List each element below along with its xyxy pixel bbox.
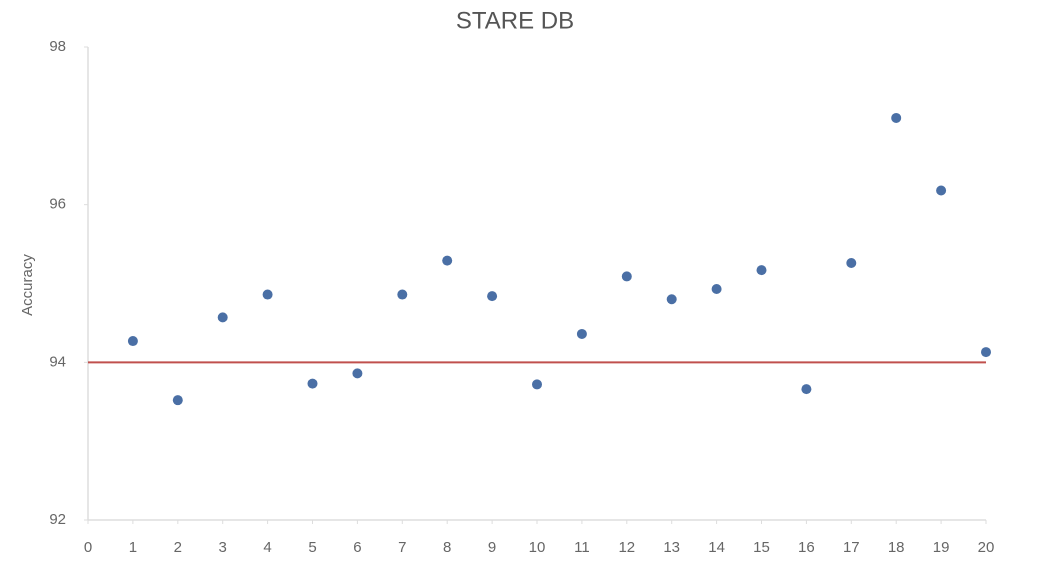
y-tick-label: 98 xyxy=(49,38,66,55)
x-tick-label: 12 xyxy=(618,539,635,556)
point xyxy=(981,347,991,358)
x-tick-label: 5 xyxy=(308,539,316,556)
point xyxy=(801,384,812,395)
point xyxy=(936,185,947,196)
point xyxy=(397,289,408,300)
x-tick-label: 20 xyxy=(978,539,995,556)
y-tick-label: 92 xyxy=(49,511,66,528)
point xyxy=(532,379,542,390)
x-tick-label: 15 xyxy=(753,539,770,556)
y-tick-label: 96 xyxy=(49,196,66,213)
y-tick-label: 94 xyxy=(49,353,66,370)
point xyxy=(307,378,318,389)
x-tick-label: 9 xyxy=(488,539,496,556)
point xyxy=(262,289,273,300)
x-tick-label: 18 xyxy=(888,539,905,556)
x-tick-label: 8 xyxy=(443,539,451,556)
x-tick-label: 13 xyxy=(663,539,680,556)
point xyxy=(127,336,138,347)
x-tick-label: 7 xyxy=(398,539,406,556)
x-tick-label: 0 xyxy=(84,539,92,556)
chart-title: STARE DB xyxy=(456,7,574,34)
x-tick-label: 14 xyxy=(708,539,725,556)
x-tick-label: 10 xyxy=(529,539,546,556)
x-tick-label: 1 xyxy=(129,539,137,556)
point xyxy=(487,291,498,302)
x-tick-label: 4 xyxy=(263,539,271,556)
x-tick-label: 19 xyxy=(933,539,950,556)
point xyxy=(891,112,902,123)
point xyxy=(576,328,587,339)
x-tick-label: 2 xyxy=(174,539,182,556)
x-tick-label: 6 xyxy=(353,539,361,556)
point xyxy=(621,271,632,282)
point xyxy=(666,294,677,305)
point xyxy=(172,395,183,406)
y-axis-label: Accuracy xyxy=(19,254,36,316)
x-tick-label: 11 xyxy=(574,539,590,556)
point xyxy=(711,284,722,295)
x-tick-label: 16 xyxy=(798,539,815,556)
point xyxy=(442,255,453,266)
point xyxy=(217,312,228,323)
x-tick-label: 17 xyxy=(843,539,860,556)
point xyxy=(846,258,857,269)
point xyxy=(352,368,363,379)
point xyxy=(756,265,767,276)
x-tick-label: 3 xyxy=(219,539,227,556)
